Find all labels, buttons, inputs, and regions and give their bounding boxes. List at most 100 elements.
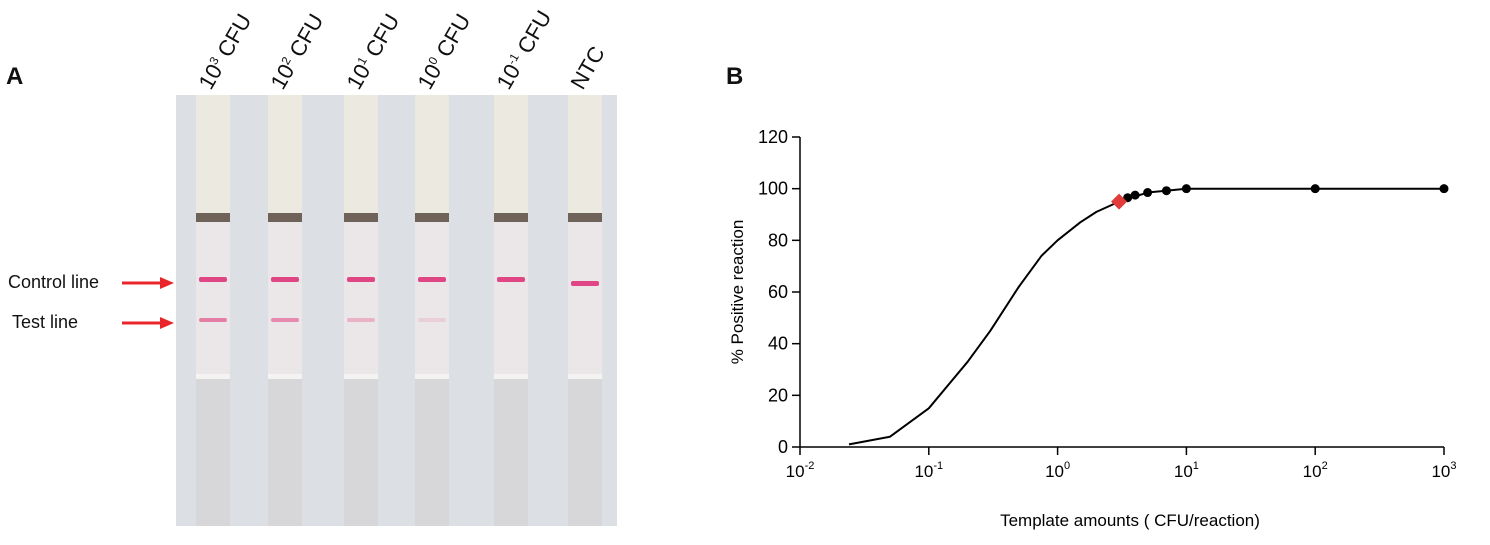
x-tick-label: 100 xyxy=(1045,460,1070,481)
x-axis: 10-2 10-1 100 101 102 103 xyxy=(786,446,1457,481)
strip-label-base: NTC xyxy=(565,41,610,94)
strip-label-unit: CFU xyxy=(431,9,476,62)
y-tick-label: 120 xyxy=(758,127,788,147)
test-line-band xyxy=(418,318,446,322)
strip-band xyxy=(268,213,302,222)
y-tick-label: 60 xyxy=(768,282,788,302)
test-strip-5 xyxy=(494,95,528,526)
x-tick-label: 10-1 xyxy=(914,460,943,481)
control-line-band xyxy=(418,277,446,282)
y-tick-label: 80 xyxy=(768,230,788,250)
strip-pad xyxy=(344,95,378,213)
strip-band xyxy=(344,213,378,222)
lod-marker xyxy=(1111,193,1128,210)
lateral-flow-strips-photo xyxy=(176,95,617,526)
control-line-band xyxy=(199,277,227,282)
plot-area xyxy=(848,184,1449,446)
y-tick-label: 40 xyxy=(768,334,788,354)
strip-label-base: 10 xyxy=(412,59,447,94)
control-line-arrow xyxy=(122,277,174,289)
strip-membrane xyxy=(494,222,528,374)
strip-label-base: 10 xyxy=(265,59,300,94)
strip-lower xyxy=(196,379,230,526)
strip-sep xyxy=(344,374,378,379)
strip-pad xyxy=(196,95,230,213)
y-axis-label: % Positive reaction xyxy=(730,220,747,365)
strip-label-1: 103 CFU xyxy=(193,10,257,94)
strip-sep xyxy=(196,374,230,379)
strip-band xyxy=(415,213,449,222)
strip-lower xyxy=(568,379,602,526)
control-line-band xyxy=(271,277,299,282)
strip-label-base: 10 xyxy=(341,59,376,94)
y-tick-label: 100 xyxy=(758,179,788,199)
test-line-arrow xyxy=(122,317,174,329)
strip-label-unit: CFU xyxy=(212,9,257,62)
strip-sep xyxy=(268,374,302,379)
data-point xyxy=(1161,186,1171,196)
test-strip-3 xyxy=(344,95,378,526)
x-tick-base: 10 xyxy=(1303,462,1322,481)
control-line-label: Control line xyxy=(8,272,100,292)
strip-label-base: 10 xyxy=(193,59,228,94)
x-tick-label: 101 xyxy=(1174,460,1199,481)
strip-sep xyxy=(415,374,449,379)
strip-membrane xyxy=(415,222,449,374)
strip-sep xyxy=(568,374,602,379)
strip-pad xyxy=(494,95,528,213)
control-line-band xyxy=(347,277,375,282)
control-line-band xyxy=(571,281,599,286)
strip-sep xyxy=(494,374,528,379)
strip-label-4: 100 CFU xyxy=(412,10,476,94)
strip-pad xyxy=(568,95,602,213)
strip-band xyxy=(494,213,528,222)
strip-band xyxy=(568,213,602,222)
strip-membrane xyxy=(568,222,602,374)
panel-b-letter: B xyxy=(726,63,744,90)
x-tick-base: 10 xyxy=(914,462,933,481)
strip-label-unit: CFU xyxy=(284,9,329,62)
data-point xyxy=(1310,184,1320,194)
strip-band xyxy=(196,213,230,222)
test-strip-6 xyxy=(568,95,602,526)
fitted-curve xyxy=(848,187,1444,446)
y-tick-label: 0 xyxy=(778,437,788,457)
x-tick-base: 10 xyxy=(786,462,805,481)
strip-label-2: 102 CFU xyxy=(265,10,329,94)
x-tick-base: 10 xyxy=(1045,462,1064,481)
strip-lower xyxy=(415,379,449,526)
strip-lower xyxy=(344,379,378,526)
x-tick-label: 10-2 xyxy=(786,460,815,481)
strip-lower xyxy=(494,379,528,526)
strip-pad xyxy=(415,95,449,213)
x-tick-exponent: 2 xyxy=(1322,460,1328,472)
test-line-band xyxy=(271,318,299,322)
strip-label-base: 10 xyxy=(491,59,526,94)
strip-label-5: 10-1 CFU xyxy=(491,6,557,94)
test-strip-1 xyxy=(196,95,230,526)
test-line-band xyxy=(347,318,375,322)
x-axis-label: Template amounts ( CFU/reaction) xyxy=(1000,511,1260,530)
x-tick-base: 10 xyxy=(1431,462,1450,481)
panel-a-letter: A xyxy=(6,63,24,90)
data-point xyxy=(1130,190,1140,200)
strip-pad xyxy=(268,95,302,213)
test-strip-2 xyxy=(268,95,302,526)
test-strip-4 xyxy=(415,95,449,526)
strip-membrane xyxy=(196,222,230,374)
y-tick-label: 20 xyxy=(768,385,788,405)
arrows xyxy=(122,277,174,329)
strip-label-3: 101 CFU xyxy=(341,10,405,94)
x-tick-label: 102 xyxy=(1303,460,1328,481)
strip-membrane xyxy=(344,222,378,374)
y-axis: 0 20 40 60 80 100 120 xyxy=(758,127,801,457)
x-tick-exponent: 0 xyxy=(1064,460,1070,472)
strip-label-6: NTC xyxy=(565,42,610,94)
x-tick-label: 103 xyxy=(1431,460,1456,481)
strip-label-unit: CFU xyxy=(360,9,405,62)
x-tick-exponent: 3 xyxy=(1450,460,1456,472)
data-point xyxy=(1439,184,1449,194)
x-tick-exponent: 1 xyxy=(1193,460,1199,472)
strip-membrane xyxy=(268,222,302,374)
